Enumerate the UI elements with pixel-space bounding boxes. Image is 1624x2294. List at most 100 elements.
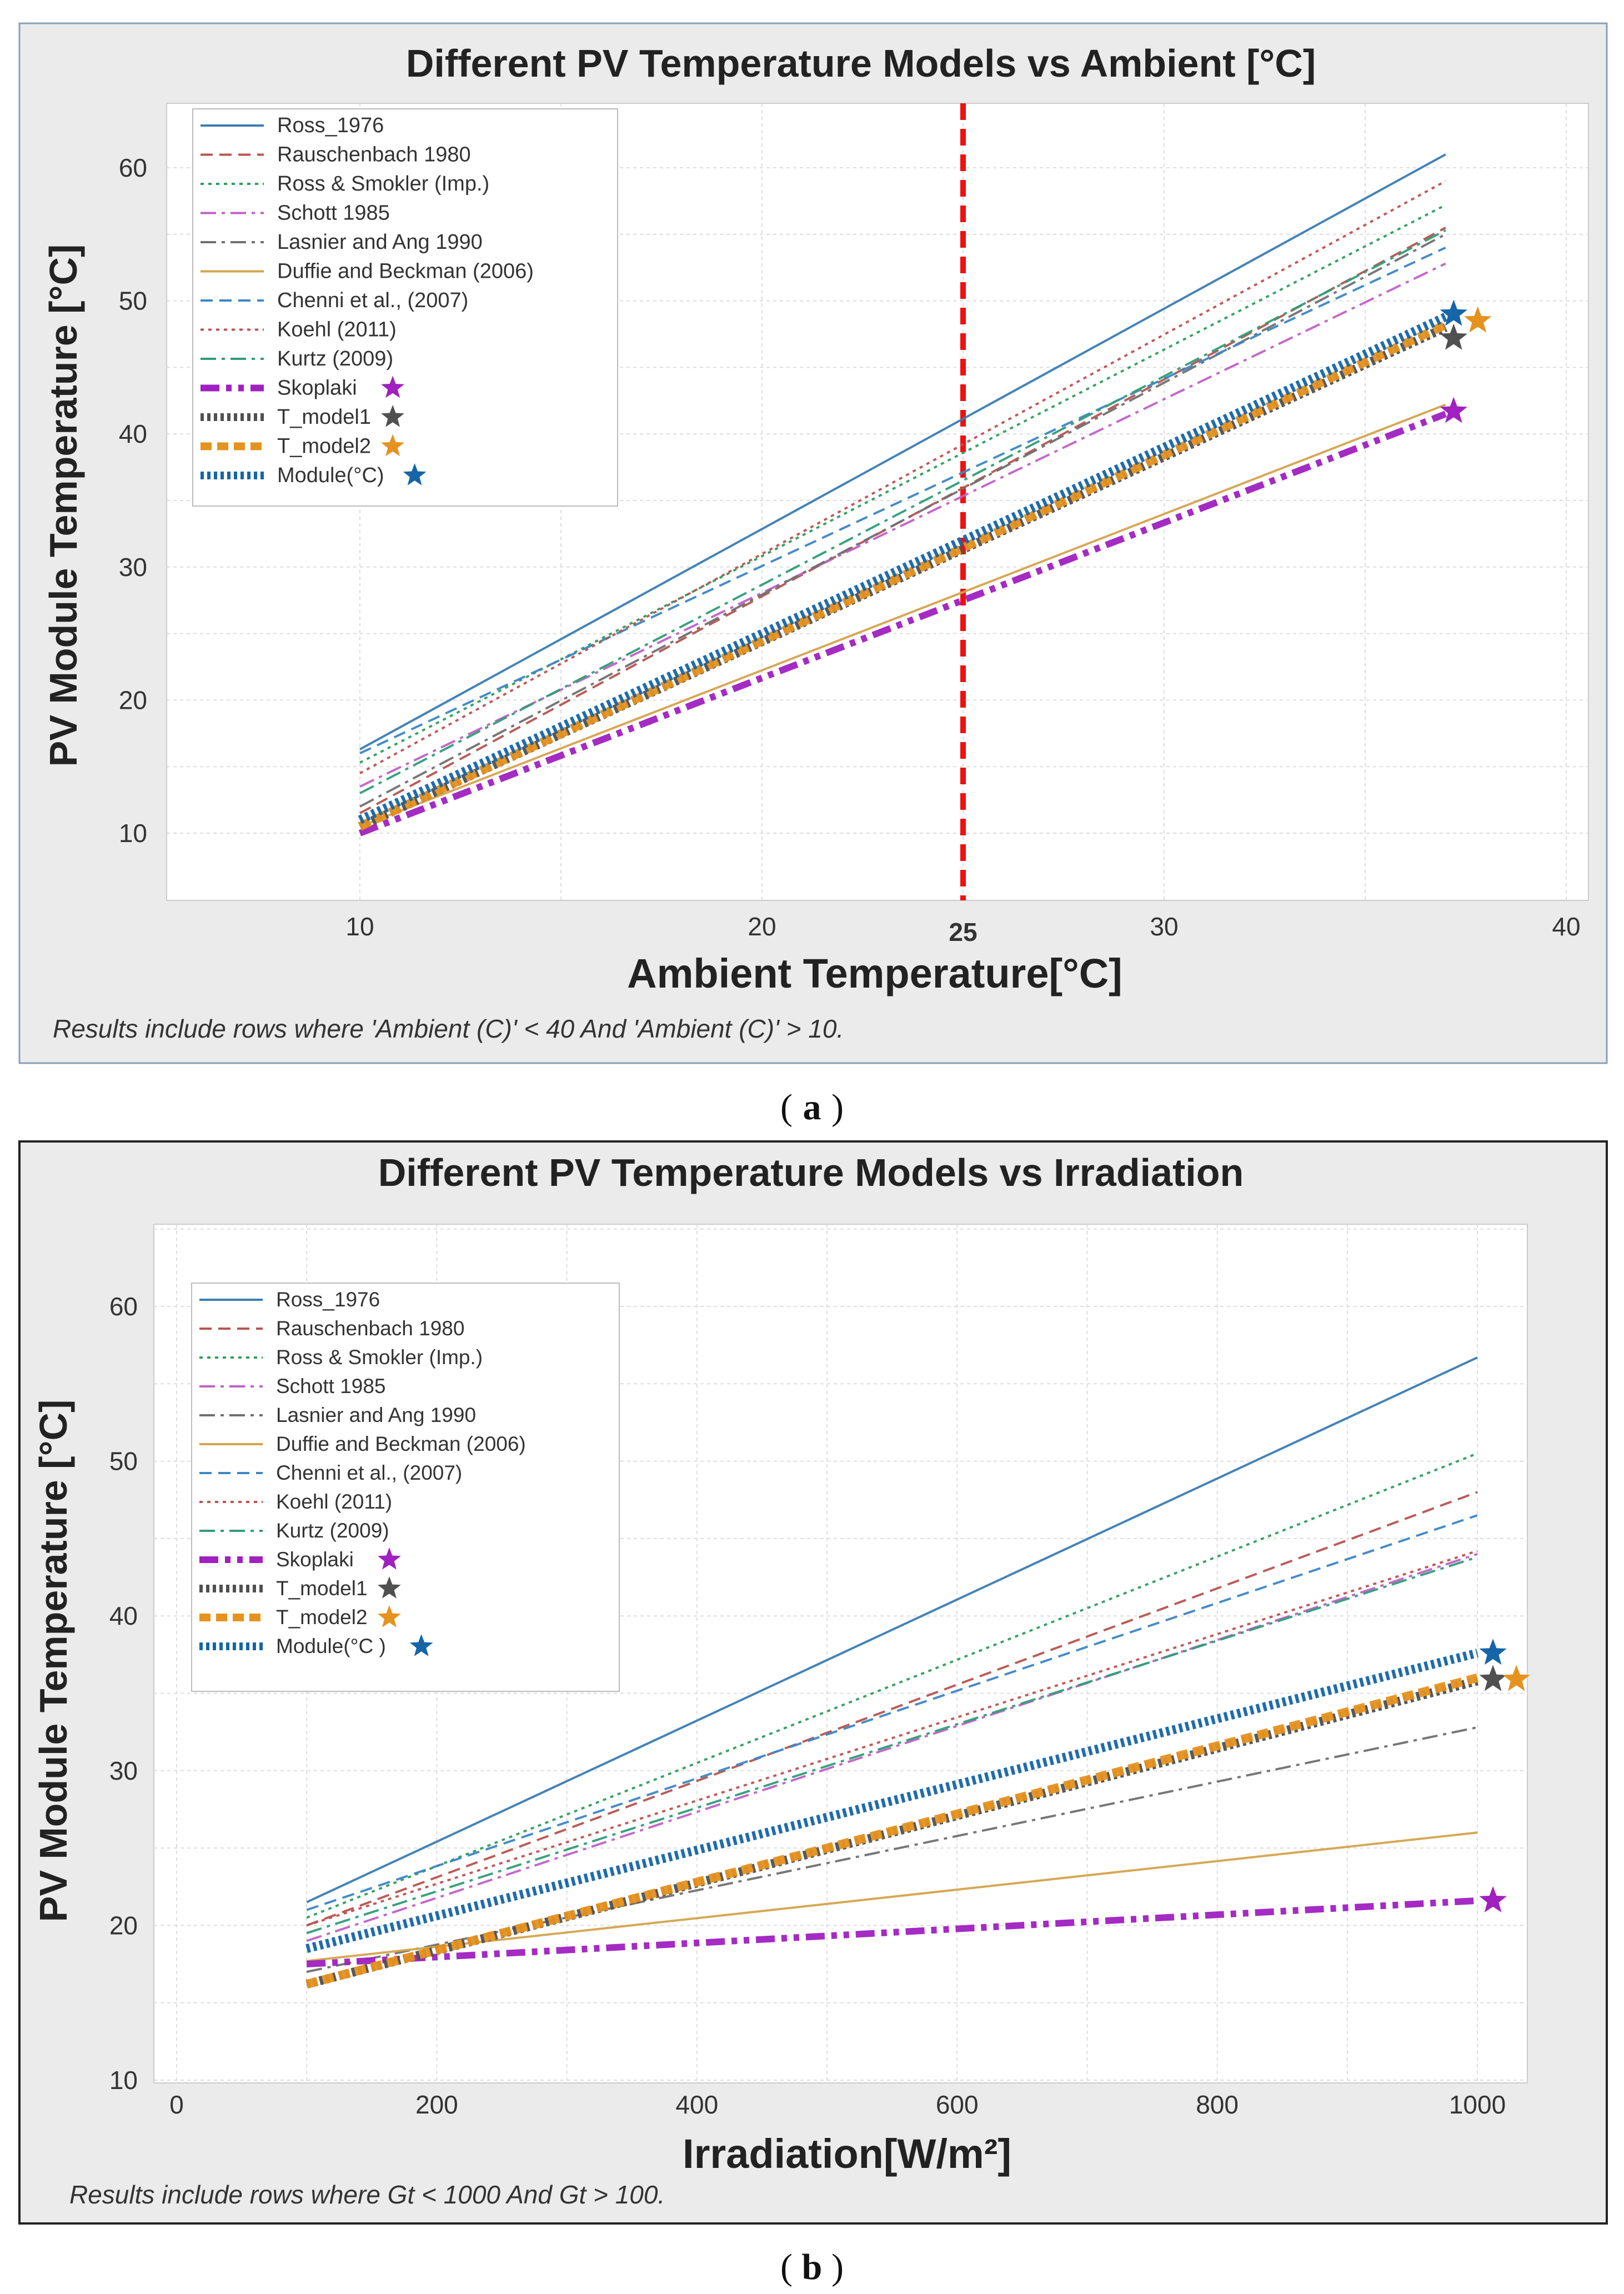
series-line — [306, 1831, 1478, 1962]
series-line — [359, 233, 1446, 808]
legend-star — [381, 434, 404, 457]
y-tick-label: 10 — [119, 819, 147, 848]
y-tick-label: 30 — [119, 553, 147, 582]
y-tick-label: 20 — [109, 1911, 138, 1940]
x-tick-label: 1000 — [1449, 2090, 1506, 2119]
x-tick-label: 400 — [675, 2090, 718, 2119]
panel-a-ticks: 10 20 30 40 10 20 30 40 50 60 25 — [119, 153, 1581, 946]
series-end-star — [1440, 397, 1467, 423]
legend-label: Module(°C) — [277, 464, 384, 487]
y-tick-label: 40 — [109, 1601, 138, 1630]
panel-a: Different PV Temperature Models vs Ambie… — [18, 22, 1608, 1064]
y-tick-label: 60 — [109, 1292, 138, 1321]
y-tick-label: 20 — [119, 685, 147, 714]
series-end-star — [1440, 299, 1467, 326]
legend-label: Duffie and Beckman (2006) — [276, 1433, 526, 1455]
legend-label: Rauschenbach 1980 — [277, 143, 471, 167]
panel-b-caption-label: b — [802, 2247, 823, 2287]
legend-star — [378, 1547, 401, 1570]
panel-b-series — [305, 1356, 1530, 1989]
series-end-star — [1502, 1665, 1530, 1691]
panel-b-ylabel: PV Module Temperature [°C] — [32, 1400, 75, 1922]
series-line — [306, 1356, 1478, 1904]
panel-a-title: Different PV Temperature Models vs Ambie… — [406, 42, 1316, 85]
panel-a-xlabel: Ambient Temperature[°C] — [627, 950, 1122, 996]
legend-star — [381, 405, 404, 427]
legend-star — [381, 375, 404, 398]
legend-label: Chenni et al., (2007) — [276, 1461, 462, 1484]
panel-b-ticks: 0 200 400 600 800 1000 10 20 30 40 50 60 — [109, 1292, 1506, 2119]
legend-star — [378, 1605, 401, 1627]
series-line — [359, 229, 1446, 794]
reference-vline-label: 25 — [949, 918, 977, 946]
series-end-star — [1479, 1665, 1507, 1691]
legend-label: Kurtz (2009) — [277, 347, 393, 370]
legend-label: Ross & Smokler (Imp.) — [276, 1346, 483, 1369]
legend-label: T_model2 — [276, 1606, 368, 1629]
legend-label: Ross_1976 — [277, 114, 384, 137]
legend-label: T_model1 — [277, 405, 371, 429]
y-tick-label: 50 — [109, 1447, 138, 1476]
series-line — [306, 1552, 1478, 1942]
legend-label: T_model2 — [277, 435, 371, 458]
legend-label: Koehl (2011) — [276, 1490, 392, 1513]
series-end-star — [1479, 1639, 1507, 1665]
series-line — [359, 153, 1446, 750]
x-tick-label: 0 — [169, 2090, 184, 2119]
legend-label: Schott 1985 — [276, 1375, 385, 1398]
series-line — [306, 1514, 1478, 1911]
x-tick-label: 200 — [415, 2090, 458, 2119]
series-end-star — [1464, 306, 1492, 333]
series-line — [305, 1649, 1478, 1953]
legend-label: Koehl (2011) — [277, 318, 397, 342]
series-line — [306, 1556, 1478, 1935]
legend-label: Lasnier and Ang 1990 — [277, 231, 483, 254]
legend-label: Module(°C ) — [276, 1635, 386, 1657]
series-line — [306, 1726, 1478, 1973]
y-tick-label: 60 — [119, 153, 147, 182]
x-tick-label: 40 — [1552, 912, 1580, 941]
series-end-star — [1479, 1886, 1507, 1912]
legend-star — [378, 1576, 401, 1599]
legend-box — [192, 108, 618, 507]
series-line — [359, 227, 1446, 814]
series-line — [359, 262, 1446, 788]
legend-label: Ross & Smokler (Imp.) — [277, 172, 489, 196]
y-tick-label: 40 — [119, 419, 147, 448]
legend-star — [403, 463, 427, 485]
y-tick-label: 30 — [109, 1756, 138, 1785]
legend-label: Skoplaki — [276, 1548, 354, 1571]
x-tick-label: 600 — [936, 2090, 979, 2119]
panel-b-title: Different PV Temperature Models vs Irrad… — [378, 1151, 1244, 1194]
x-tick-label: 20 — [748, 912, 776, 941]
panel-b-footnote: Results include rows where Gt < 1000 And… — [69, 2180, 665, 2209]
series-line — [306, 1897, 1478, 1968]
series-line — [359, 403, 1446, 828]
panel-b: Different PV Temperature Models vs Irrad… — [18, 1140, 1608, 2225]
legend-label: T_model1 — [276, 1577, 368, 1600]
series-line — [305, 1673, 1479, 1989]
legend-label: Schott 1985 — [277, 202, 390, 225]
panel-b-legend: Ross_1976 Rauschenbach 1980 Ross & Smokler… — [191, 1283, 620, 1692]
series-end-star — [1440, 323, 1467, 350]
legend-label: Ross_1976 — [276, 1288, 380, 1311]
y-tick-label: 50 — [119, 287, 147, 315]
series-line — [359, 246, 1446, 755]
legend-label: Duffie and Beckman (2006) — [277, 260, 534, 283]
series-line — [306, 1550, 1478, 1927]
panel-a-caption-open: ( — [780, 1087, 793, 1128]
series-line — [358, 323, 1448, 831]
panel-a-footnote: Results include rows where 'Ambient (C)'… — [53, 1014, 844, 1043]
panel-a-caption-label: a — [803, 1087, 821, 1128]
panel-b-caption-open: ( — [780, 2247, 793, 2287]
panel-b-xlabel: Irradiation[W/m²] — [683, 2131, 1011, 2177]
legend-star — [409, 1634, 433, 1656]
legend-label: Rauschenbach 1980 — [276, 1317, 464, 1340]
series-line — [306, 1491, 1478, 1927]
x-tick-label: 10 — [345, 912, 374, 941]
panel-a-caption-close: ) — [831, 1087, 844, 1128]
x-tick-label: 800 — [1196, 2090, 1239, 2119]
panel-b-caption-close: ) — [831, 2247, 844, 2287]
panel-a-series — [358, 103, 1492, 900]
legend-label: Skoplaki — [277, 377, 357, 400]
